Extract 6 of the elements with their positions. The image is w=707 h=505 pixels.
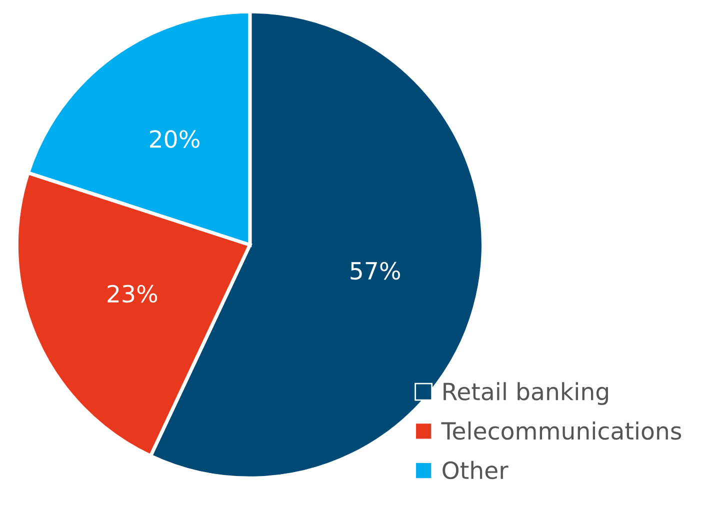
data-label: 57% <box>350 262 400 280</box>
data-label: 20% <box>150 130 200 148</box>
legend-label: Retail banking <box>444 382 608 405</box>
data-label: 23% <box>108 284 158 303</box>
legend-label: Other <box>442 460 508 480</box>
legend-label: Telecommunications <box>441 422 682 440</box>
